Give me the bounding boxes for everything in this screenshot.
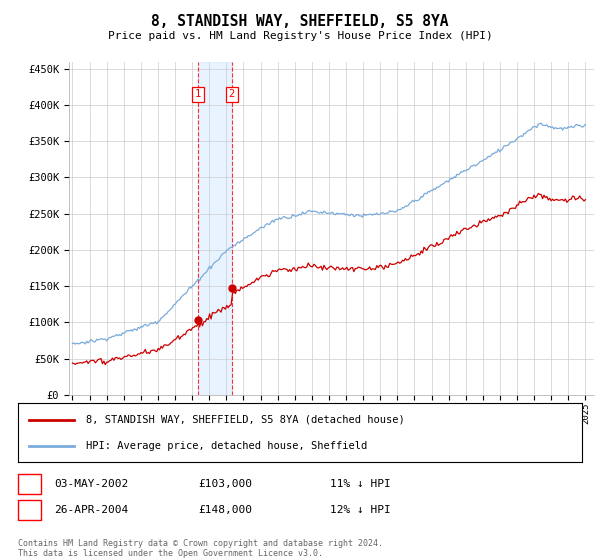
Text: 1: 1 — [195, 89, 201, 99]
Text: 8, STANDISH WAY, SHEFFIELD, S5 8YA (detached house): 8, STANDISH WAY, SHEFFIELD, S5 8YA (deta… — [86, 414, 404, 424]
Text: Price paid vs. HM Land Registry's House Price Index (HPI): Price paid vs. HM Land Registry's House … — [107, 31, 493, 41]
Text: 03-MAY-2002: 03-MAY-2002 — [54, 479, 128, 489]
Text: 12% ↓ HPI: 12% ↓ HPI — [330, 505, 391, 515]
Text: 11% ↓ HPI: 11% ↓ HPI — [330, 479, 391, 489]
Text: HPI: Average price, detached house, Sheffield: HPI: Average price, detached house, Shef… — [86, 441, 367, 451]
Text: 1: 1 — [26, 479, 33, 489]
Text: £148,000: £148,000 — [198, 505, 252, 515]
Text: 2: 2 — [26, 505, 33, 515]
Text: 8, STANDISH WAY, SHEFFIELD, S5 8YA: 8, STANDISH WAY, SHEFFIELD, S5 8YA — [151, 14, 449, 29]
Text: 2: 2 — [229, 89, 235, 99]
Text: £103,000: £103,000 — [198, 479, 252, 489]
Bar — [198, 62, 232, 395]
Text: 26-APR-2004: 26-APR-2004 — [54, 505, 128, 515]
Text: Contains HM Land Registry data © Crown copyright and database right 2024.
This d: Contains HM Land Registry data © Crown c… — [18, 539, 383, 558]
